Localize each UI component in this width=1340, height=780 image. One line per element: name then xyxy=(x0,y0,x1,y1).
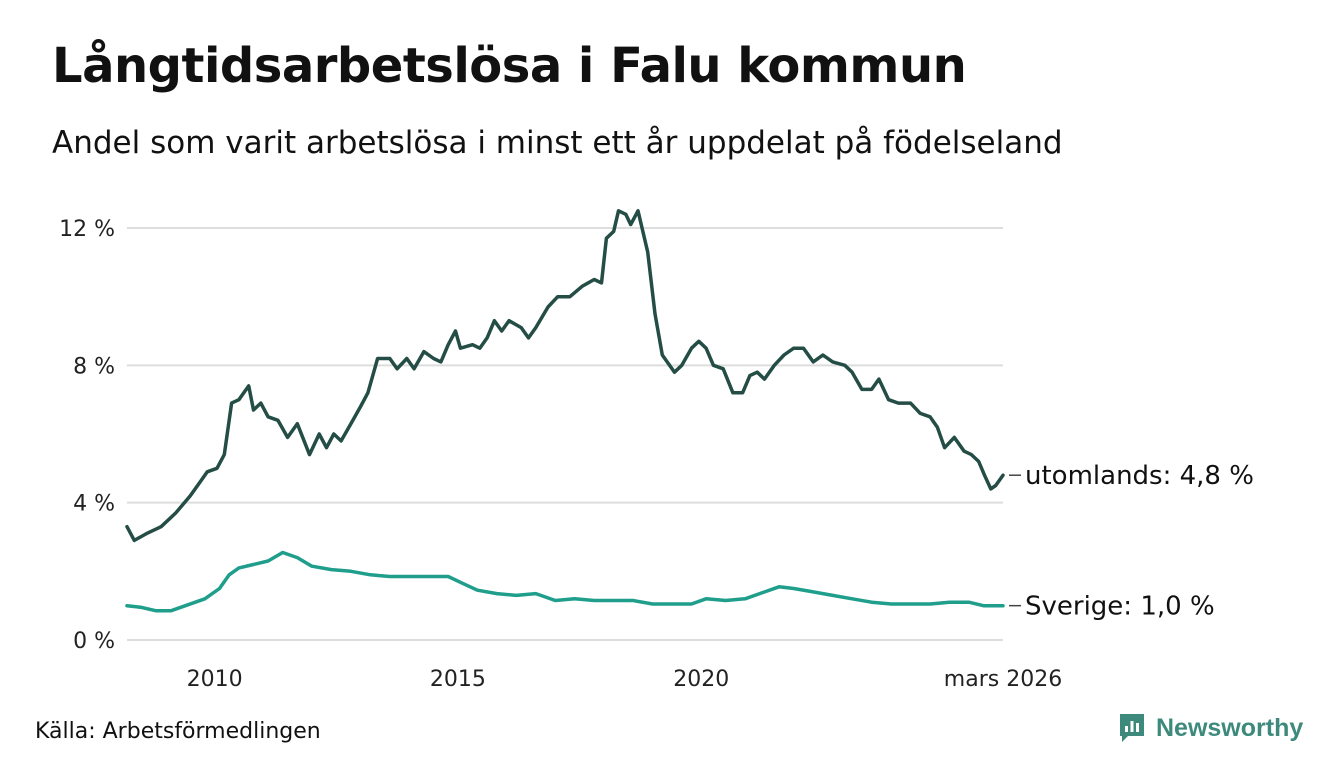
source-note: Källa: Arbetsförmedlingen xyxy=(35,719,321,744)
x-tick-label: 2020 xyxy=(673,667,729,692)
y-tick-label: 0 % xyxy=(73,629,115,654)
brand-logo: Newsworthy xyxy=(1118,712,1303,744)
y-tick-label: 4 % xyxy=(73,492,115,517)
end-label-utomlands: utomlands: 4,8 % xyxy=(1025,461,1254,491)
newsworthy-icon xyxy=(1120,714,1144,742)
end-label-sverige: Sverige: 1,0 % xyxy=(1025,592,1215,622)
chart-title: Långtidsarbetslösa i Falu kommun xyxy=(52,38,967,94)
series-line-sverige xyxy=(125,550,1005,613)
chart-subtitle: Andel som varit arbetslösa i minst ett å… xyxy=(52,125,1063,161)
y-tick-label: 8 % xyxy=(73,354,115,379)
y-tick-label: 12 % xyxy=(59,217,115,242)
x-tick-label: mars 2026 xyxy=(944,667,1062,692)
x-tick-label: 2015 xyxy=(430,667,486,692)
series-line-utomlands xyxy=(125,209,1005,543)
brand-name: Newsworthy xyxy=(1156,713,1304,742)
x-tick-label: 2010 xyxy=(187,667,243,692)
